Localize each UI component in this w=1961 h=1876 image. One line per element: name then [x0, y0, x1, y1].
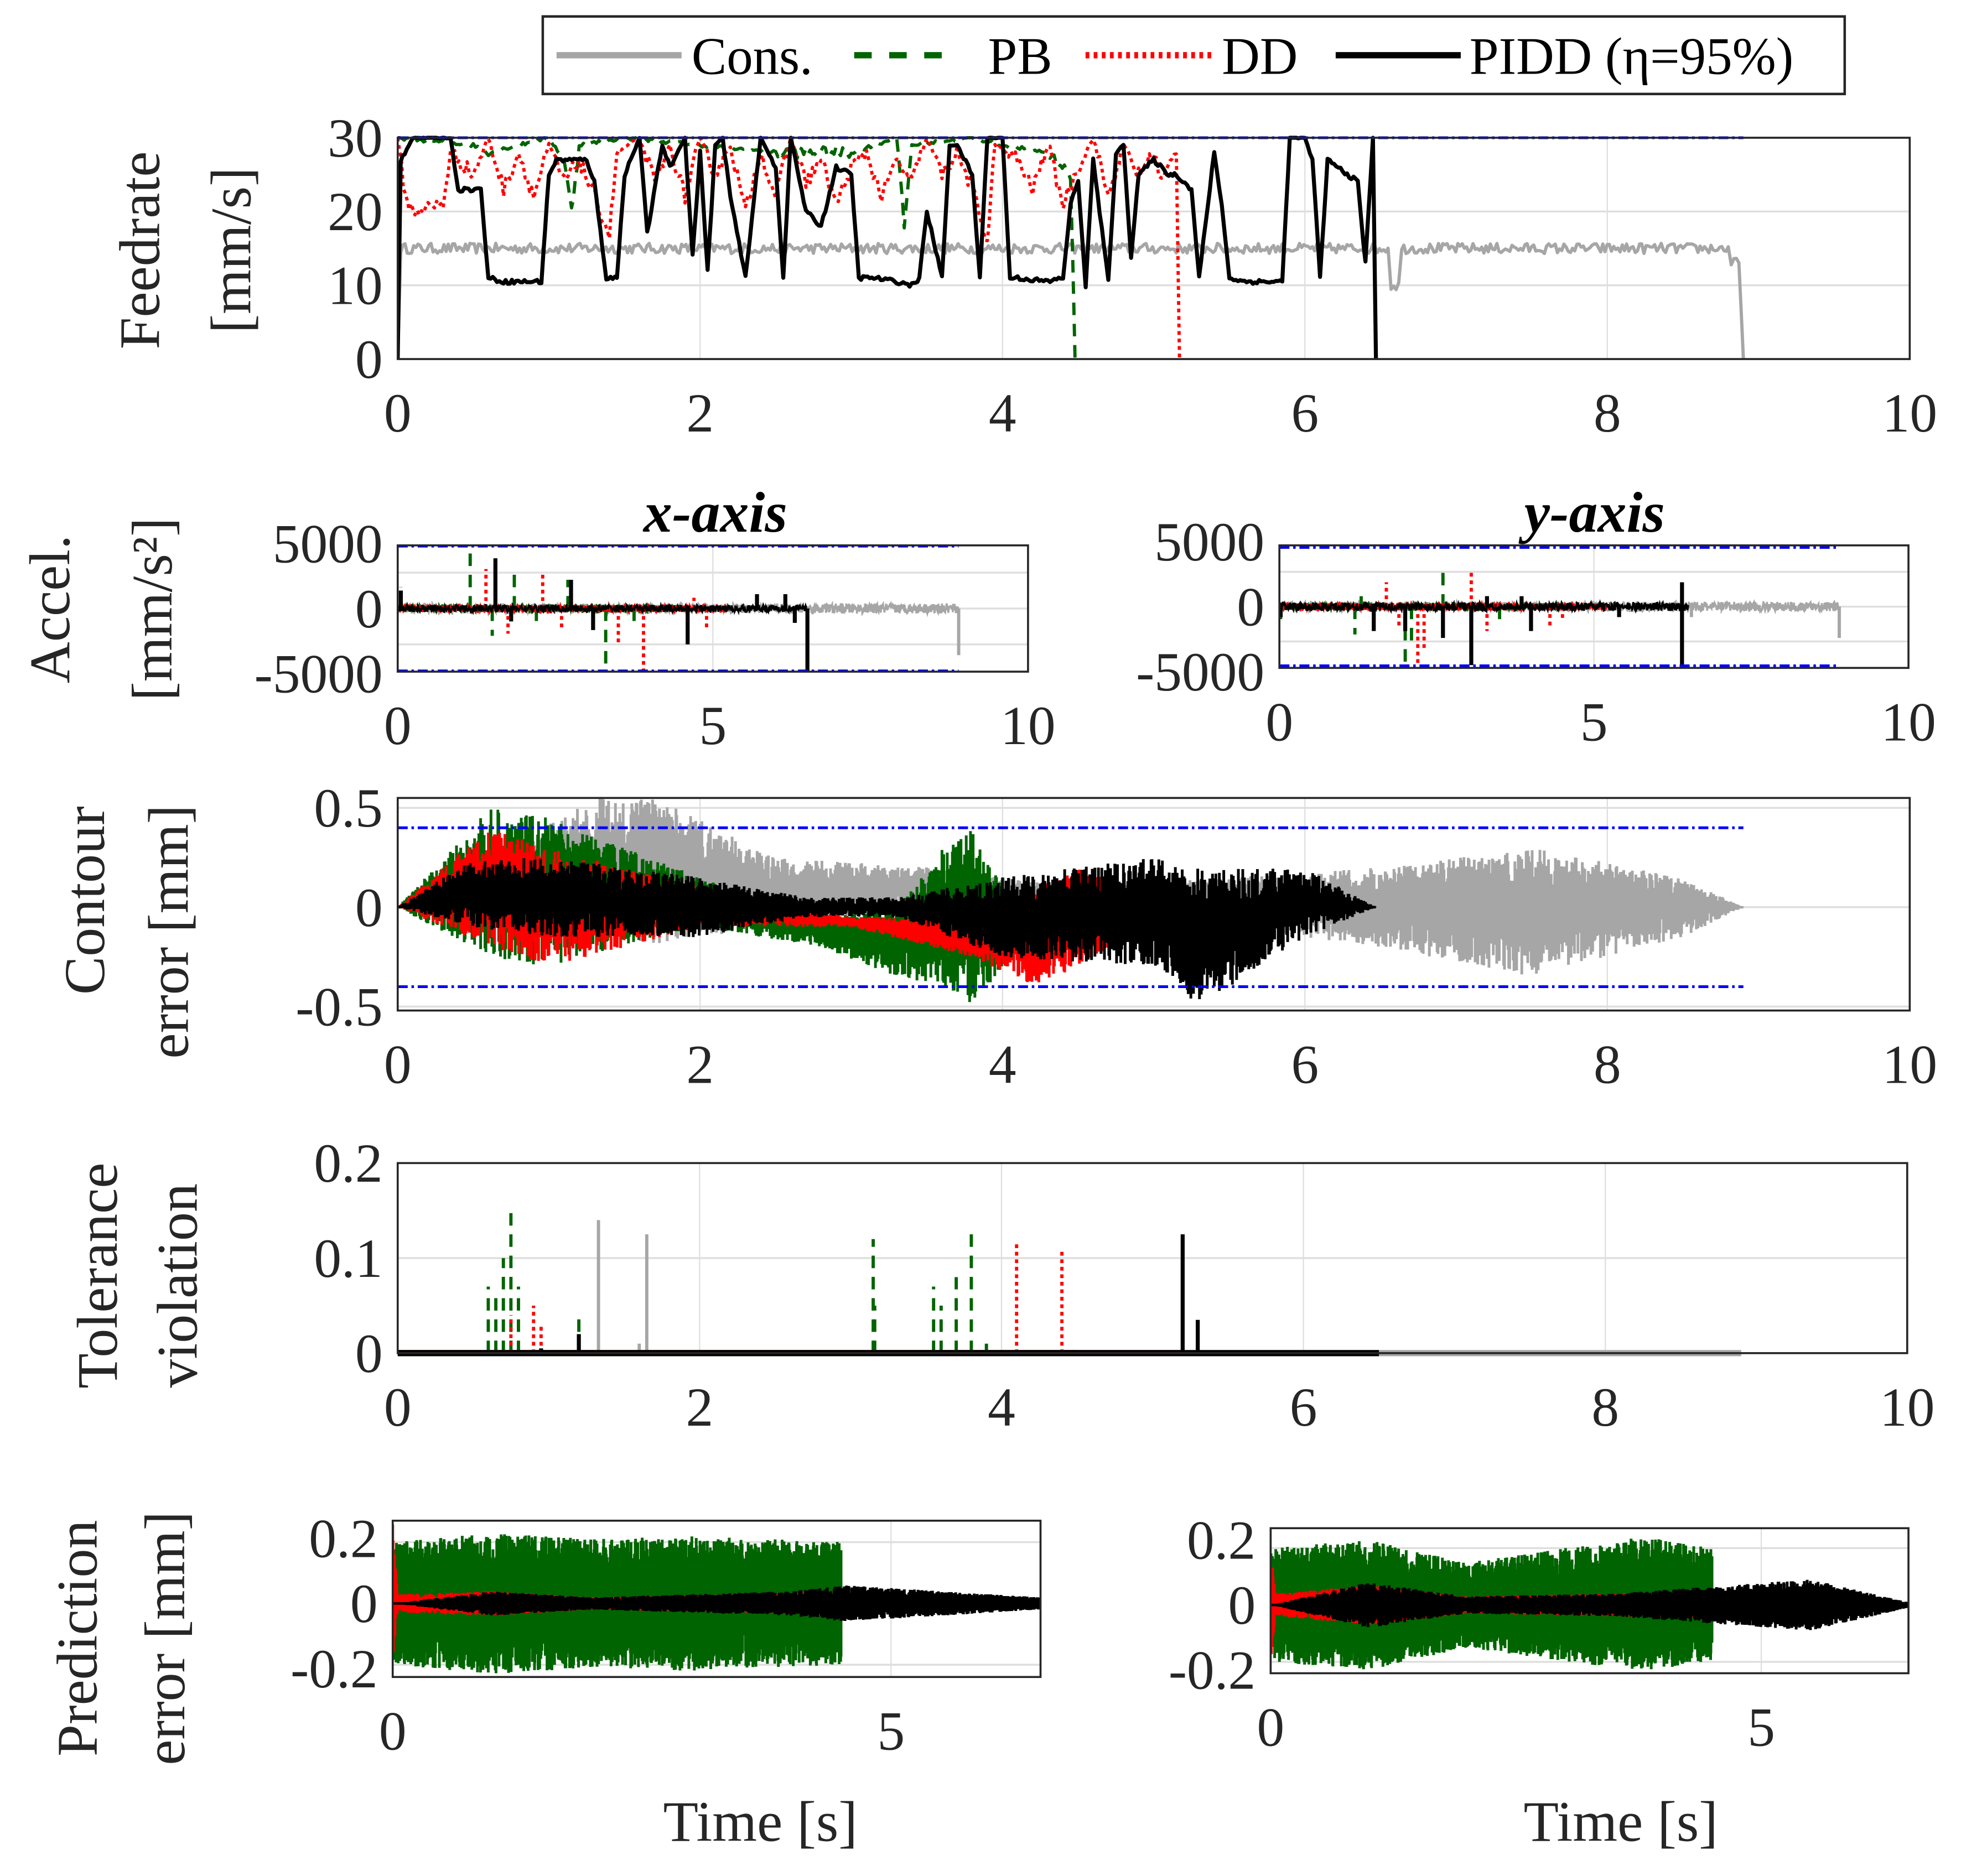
y-axis-label: Feedrate [108, 151, 172, 349]
legend: Cons. PB DD PIDD (η=95%) [541, 15, 1846, 96]
legend-label-dd: DD [1222, 27, 1298, 86]
x-tick-label: 4 [989, 1034, 1016, 1095]
x-tick-label: 0 [1257, 1697, 1285, 1758]
axes-box [396, 797, 1911, 1012]
x-tick-label: 2 [686, 1376, 713, 1438]
subplot-tolerance: 0 2 4 6 8 10 0 0.1 0.2 Tolerance violation [66, 1132, 1935, 1438]
plot-area [1279, 568, 1841, 666]
x-tick-label: 10 [1882, 1034, 1937, 1095]
y-tick-label: -5000 [255, 643, 383, 704]
y-axis-label: Tolerance [66, 1163, 129, 1389]
axes-box [1269, 1527, 1910, 1675]
y-axis-label: error [mm] [137, 805, 201, 1059]
legend-label-cons: Cons. [692, 27, 813, 86]
x-tick-label: 5 [877, 1700, 905, 1761]
y-tick-label: -5000 [1136, 641, 1264, 703]
y-tick-label: 30 [328, 107, 382, 169]
x-tick-label: 10 [1880, 1376, 1934, 1438]
y-axis-label: violation [146, 1183, 209, 1388]
axes-box [396, 1162, 1908, 1354]
y-axis-label: Accel. [18, 535, 82, 683]
y-tick-label: 20 [328, 181, 382, 242]
x-tick-label: 10 [1882, 382, 1937, 444]
x-tick-label: 4 [988, 1376, 1015, 1438]
y-tick-label: 0 [355, 578, 383, 640]
y-tick-label: 5000 [273, 513, 383, 574]
x-tick-label: 6 [1291, 382, 1319, 444]
x-tick-label: 0 [379, 1700, 407, 1761]
subplot-title: x-axis [642, 481, 787, 544]
axes-box [396, 544, 1029, 673]
y-tick-label: 5000 [1154, 511, 1264, 573]
x-tick-label: 10 [1881, 691, 1936, 752]
y-tick-label: 0.5 [314, 777, 382, 839]
y-tick-label: 0.2 [309, 1508, 377, 1570]
subplot-title: y-axis [1518, 481, 1665, 544]
x-tick-label: 5 [1747, 1697, 1775, 1758]
y-tick-label: 0.2 [1187, 1509, 1256, 1571]
series-pidd-95-centerline [397, 891, 1376, 939]
x-tick-label: 8 [1594, 1034, 1621, 1095]
x-tick-label: 6 [1290, 1376, 1317, 1438]
series-pidd-95-line [397, 136, 1378, 360]
y-tick-label: -0.2 [290, 1638, 377, 1700]
y-tick-label: 0 [350, 1573, 378, 1634]
x-tick-label: 0 [384, 1034, 412, 1095]
x-tick-label: 0 [1265, 691, 1293, 752]
x-tick-label: 6 [1291, 1034, 1319, 1095]
x-tick-label: 8 [1594, 382, 1621, 444]
plot-area [397, 136, 1745, 360]
x-tick-label: 5 [1580, 691, 1608, 752]
y-tick-label: 0.2 [314, 1132, 382, 1194]
plot-area [1270, 1539, 1909, 1670]
series-dd-line [397, 136, 1181, 360]
x-axis-label: Time [s] [663, 1790, 858, 1853]
y-tick-label: 0 [355, 877, 383, 938]
axes-box [1278, 544, 1910, 669]
y-axis-label: Prediction [46, 1520, 110, 1757]
x-tick-label: 4 [989, 382, 1016, 444]
series-pidd-95-trace [397, 601, 808, 616]
y-tick-label: 10 [328, 255, 382, 316]
plot-area [397, 798, 1745, 1002]
x-tick-label: 2 [686, 1034, 714, 1095]
x-tick-label: 0 [384, 695, 412, 756]
y-tick-label: -0.5 [295, 976, 382, 1037]
y-tick-label: 0 [355, 1323, 383, 1384]
x-axis-label: Time [s] [1524, 1790, 1718, 1853]
series-pidd-95-trace [1279, 599, 1689, 615]
plot-area [397, 546, 961, 671]
x-tick-label: 10 [1000, 695, 1055, 756]
x-tick-label: 5 [699, 695, 727, 756]
y-axis-label: error [mm] [133, 1511, 197, 1765]
y-axis-label: [mm/s²] [121, 517, 184, 700]
axes-box [391, 1519, 1042, 1678]
y-tick-label: 0 [1237, 576, 1264, 637]
y-tick-label: 0.1 [314, 1228, 382, 1289]
x-tick-label: 2 [686, 382, 714, 444]
y-tick-label: 0 [1228, 1574, 1256, 1636]
x-tick-label: 0 [384, 1376, 412, 1438]
y-axis-label: [mm/s] [200, 167, 263, 333]
x-tick-label: 0 [384, 382, 412, 444]
legend-label-pb: PB [988, 27, 1052, 86]
legend-label-pidd: PIDD (η=95%) [1470, 27, 1794, 86]
y-axis-label: Contour [53, 806, 117, 995]
subplot-feedrate: 0 2 4 6 8 10 0 10 20 30 Feedrate [mm/s] [108, 107, 1937, 444]
y-tick-label: 0 [355, 329, 383, 390]
y-tick-label: -0.2 [1169, 1640, 1256, 1701]
x-tick-label: 8 [1591, 1376, 1619, 1438]
axes-box [396, 137, 1911, 360]
plot-area [392, 1524, 1041, 1674]
